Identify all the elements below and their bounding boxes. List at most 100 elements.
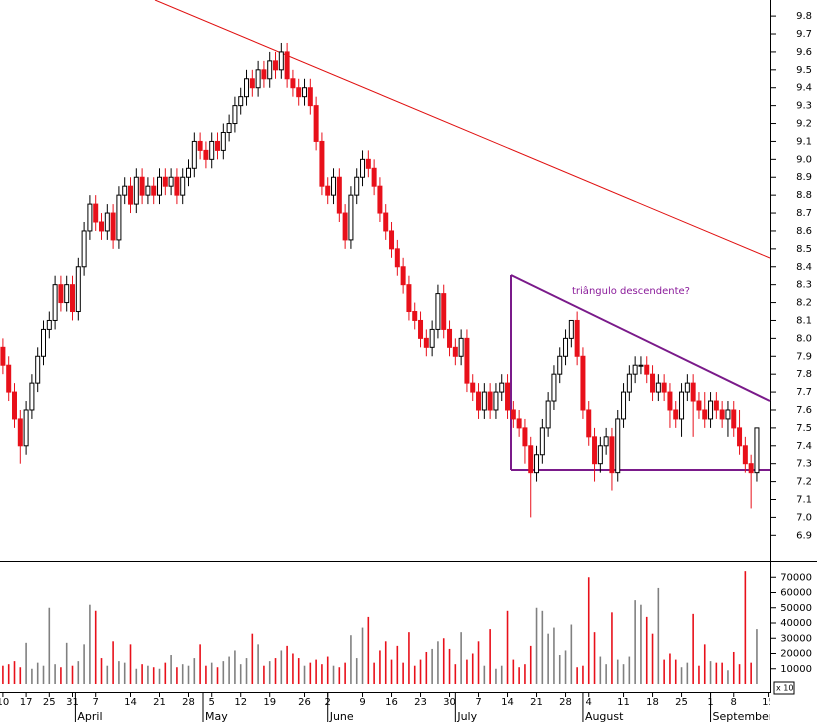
- x-tick-label: 10: [0, 697, 9, 708]
- candle-body: [748, 463, 754, 474]
- candle-body: [197, 140, 203, 151]
- candle-body: [87, 203, 93, 232]
- candle-body: [348, 194, 354, 241]
- candle-body: [0, 346, 6, 366]
- volume-tick-label: 10000: [780, 664, 812, 675]
- candle-body: [273, 60, 279, 71]
- y-tick-label: 6.9: [796, 530, 812, 541]
- x-tick-label: 5: [209, 697, 215, 708]
- month-label: April: [77, 710, 102, 723]
- candle-body: [139, 176, 145, 196]
- candle-body: [603, 436, 609, 447]
- candle-body: [551, 373, 557, 402]
- candle-body: [162, 176, 168, 187]
- candle-body: [609, 436, 615, 474]
- candle-body: [719, 409, 725, 420]
- candle-body: [661, 382, 667, 393]
- candle-body: [626, 373, 632, 393]
- volume-tick-label: 40000: [780, 618, 812, 629]
- x-tick-label: 21: [530, 697, 543, 708]
- candle-body: [116, 194, 122, 241]
- x-axis-labels: 1017253171421285121926291623307142128411…: [0, 692, 770, 723]
- y-tick-label: 9.2: [796, 119, 812, 130]
- candle-body: [435, 293, 441, 330]
- y-tick-label: 9.0: [796, 154, 812, 165]
- candle-body: [667, 391, 673, 411]
- y-tick-label: 9.5: [796, 65, 812, 76]
- candle-body: [499, 382, 505, 393]
- y-tick-label: 7.5: [796, 423, 812, 434]
- candle-body: [534, 454, 540, 474]
- candle-body: [342, 212, 348, 241]
- candle-body: [539, 427, 545, 456]
- candle-body: [296, 87, 302, 98]
- y-tick-label: 9.7: [796, 29, 812, 40]
- x-tick-label: 9: [359, 697, 365, 708]
- x-tick-label: 23: [414, 697, 427, 708]
- candle-body: [487, 391, 493, 411]
- candle-body: [586, 409, 592, 438]
- y-tick-label: 9.8: [796, 11, 812, 22]
- candle-body: [638, 364, 644, 367]
- candle-body: [563, 337, 569, 357]
- candle-body: [6, 364, 12, 393]
- candle-body: [389, 230, 395, 250]
- candle-body: [615, 418, 621, 474]
- y-tick-label: 8.2: [796, 298, 812, 309]
- candle-body: [557, 355, 563, 375]
- candle-body: [632, 364, 638, 375]
- candle-body: [122, 185, 128, 196]
- candle-body: [383, 212, 389, 232]
- candle-body: [157, 176, 163, 196]
- x-tick-label: 8: [731, 697, 737, 708]
- y-tick-label: 8.9: [796, 172, 812, 183]
- x-tick-label: 28: [182, 697, 195, 708]
- candle-body: [220, 131, 226, 151]
- candle-body: [331, 176, 337, 196]
- candle-body: [70, 284, 76, 313]
- candle-body: [476, 391, 482, 411]
- candle-body: [360, 158, 366, 178]
- x-tick-label: 25: [675, 697, 688, 708]
- x-tick-label: 21: [153, 697, 166, 708]
- candle-body: [104, 212, 110, 232]
- x-tick-label: 31: [66, 697, 79, 708]
- candle-body: [133, 176, 139, 205]
- candle-body: [423, 337, 429, 348]
- candle-body: [52, 284, 58, 321]
- volume-tick-label: 30000: [780, 633, 812, 644]
- candle-body: [696, 400, 702, 411]
- candle-body: [412, 311, 418, 321]
- candle-body: [278, 51, 284, 71]
- candle-body: [528, 445, 534, 474]
- month-label: June: [329, 710, 354, 723]
- annotation: triângulo descendente?: [572, 285, 690, 297]
- candle-body: [371, 167, 377, 187]
- y-tick-label: 7.0: [796, 512, 812, 523]
- candle-body: [145, 185, 151, 196]
- candle-body: [313, 105, 319, 142]
- candle-body: [151, 185, 157, 196]
- candle-body: [238, 96, 244, 107]
- volume-tick-label: 60000: [780, 588, 812, 599]
- y-tick-label: 7.8: [796, 369, 812, 380]
- candle-body: [568, 319, 574, 339]
- candle-body: [29, 382, 35, 411]
- candle-body: [290, 78, 296, 89]
- candle-body: [400, 266, 406, 286]
- y-tick-label: 7.9: [796, 351, 812, 362]
- volume-tick-label: 70000: [780, 572, 812, 583]
- candle-body: [493, 391, 499, 411]
- candle-body: [99, 221, 105, 232]
- candle-body: [580, 355, 586, 411]
- candle-body: [203, 149, 209, 160]
- candle-body: [516, 418, 522, 429]
- candle-body: [81, 230, 87, 268]
- candle-body: [406, 284, 412, 313]
- candle-body: [215, 140, 221, 151]
- candle-body: [522, 427, 528, 447]
- x-tick-label: 30: [443, 697, 456, 708]
- candle-body: [597, 445, 603, 465]
- candle-body: [377, 185, 383, 214]
